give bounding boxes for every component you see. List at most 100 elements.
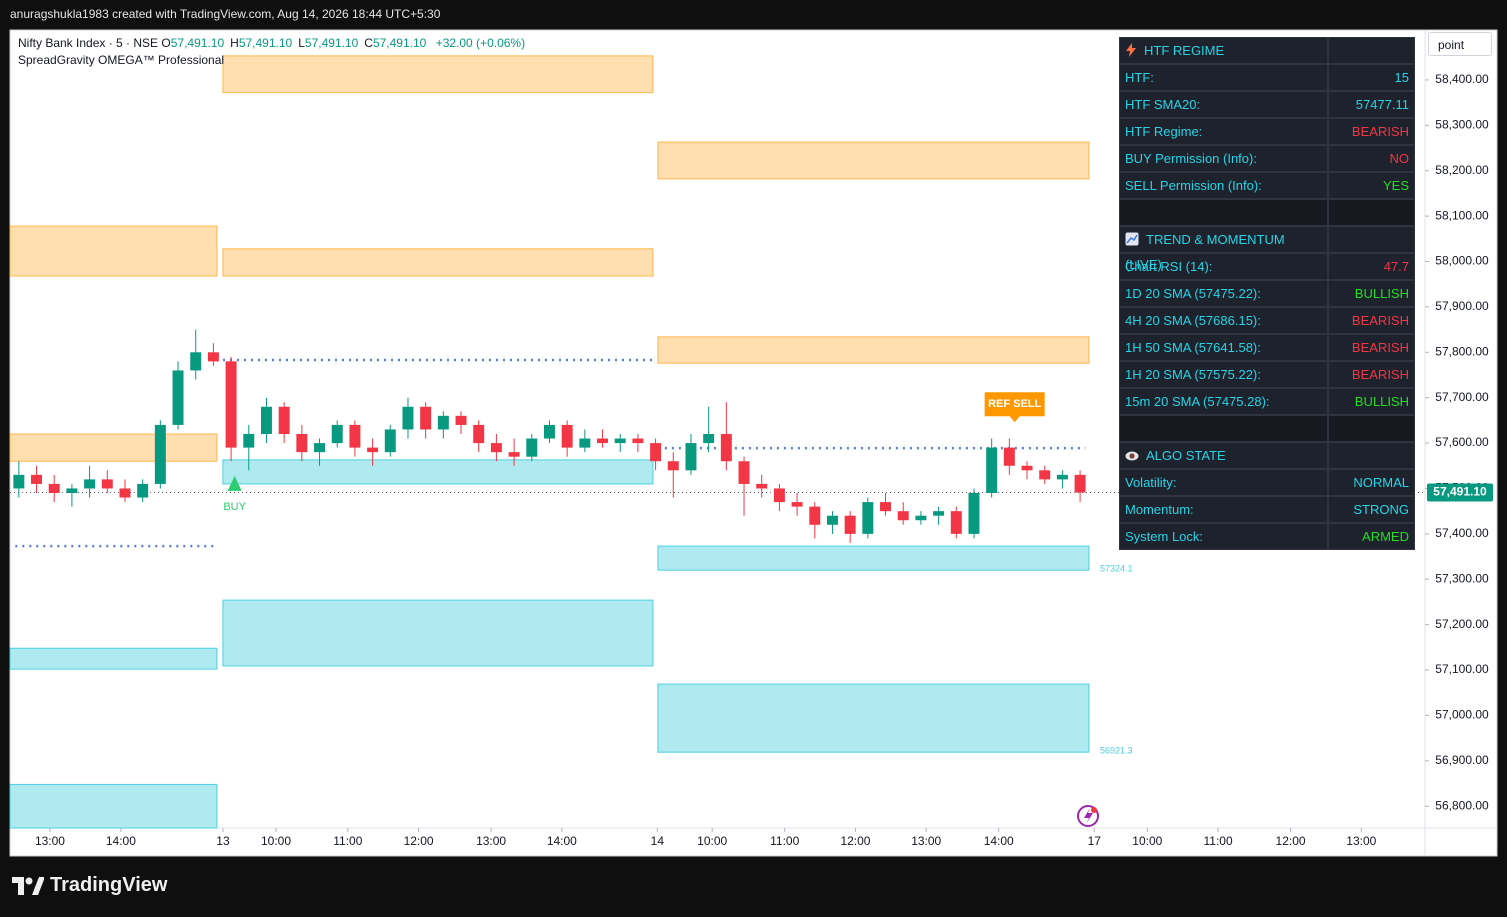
candle-body <box>48 483 60 494</box>
candle-body <box>225 361 237 448</box>
candle-body <box>314 443 326 453</box>
candle-body <box>278 406 290 434</box>
zone <box>9 433 218 462</box>
table-row: BUY Permission (Info): NO <box>1119 145 1415 172</box>
symbol: Nifty Bank Index · 5 · NSE <box>18 36 159 50</box>
ohlc-value: 57,491.10 <box>238 36 293 50</box>
logo-icon <box>12 876 44 895</box>
candle-body <box>897 511 909 521</box>
x-tick-label: 10:00 <box>697 834 727 848</box>
table-section-header: HTF REGIME <box>1119 37 1415 64</box>
candle-body <box>473 424 485 444</box>
x-tick-label: 13:00 <box>911 834 941 848</box>
candle-body <box>968 493 980 534</box>
candle-body <box>1003 447 1015 466</box>
candle-body <box>1056 474 1068 480</box>
cell <box>1328 226 1415 253</box>
zone <box>222 248 654 277</box>
row-label: 1H 50 SMA (57641.58): <box>1119 334 1328 361</box>
cell <box>1328 415 1415 442</box>
candle-body <box>579 438 591 448</box>
candle-body <box>243 433 255 448</box>
candle-body <box>137 483 149 498</box>
candle-body <box>915 515 927 521</box>
x-tick-label: 14:00 <box>984 834 1014 848</box>
x-tick-label: 11:00 <box>333 834 362 848</box>
table-section-header: ALGO STATE <box>1119 442 1415 469</box>
x-tick-label: 14 <box>651 834 665 848</box>
candle-body <box>172 370 184 425</box>
candle-body <box>614 438 626 444</box>
row-value: STRONG <box>1328 496 1415 523</box>
table-row: HTF Regime: BEARISH <box>1119 118 1415 145</box>
y-tick-label: 57,900.00 <box>1435 299 1489 313</box>
candle-body <box>154 424 166 484</box>
info-table: HTF REGIME HTF: 15 HTF SMA20: 57477.11 HTF Re… <box>1119 37 1415 550</box>
candle-body <box>331 424 343 444</box>
indicator-name: SpreadGravity OMEGA™ Professional <box>18 53 225 67</box>
alert-icon <box>1077 805 1099 827</box>
x-tick-label: 10:00 <box>1132 834 1162 848</box>
attribution: anuragshukla1983 created with TradingVie… <box>10 7 441 21</box>
change: +32.00 (+0.06%) <box>435 36 526 50</box>
candle-body <box>720 433 732 462</box>
row-label: 1D 20 SMA (57475.22): <box>1119 280 1328 307</box>
row-label: 1H 20 SMA (57575.22): <box>1119 361 1328 388</box>
candle-body <box>809 506 821 525</box>
x-tick-label: 12:00 <box>840 834 870 848</box>
candle-body <box>844 515 856 534</box>
row-value: BULLISH <box>1328 388 1415 415</box>
candle-body <box>296 433 308 453</box>
zone <box>222 55 654 94</box>
candle-body <box>455 415 467 425</box>
ohlc-value: 57,491.10 <box>170 36 225 50</box>
section-title: ALGO STATE <box>1146 448 1226 463</box>
section-title: HTF REGIME <box>1144 43 1225 58</box>
zone <box>9 647 218 670</box>
candle-body <box>490 443 502 453</box>
signal-label: BUY <box>223 501 246 513</box>
row-value: NORMAL <box>1328 469 1415 496</box>
ohlc: O57,491.10 H57,491.10 L57,491.10 C57,491.10 <box>161 36 432 50</box>
x-tick-label: 13:00 <box>35 834 65 848</box>
price-scale-button[interactable]: point <box>1428 32 1492 56</box>
x-tick-label: 13 <box>216 834 230 848</box>
ohlc-label: H <box>230 36 239 50</box>
candle-body <box>1021 465 1033 471</box>
signal-marker <box>227 475 242 491</box>
table-spacer <box>1119 199 1415 226</box>
cell <box>1328 199 1415 226</box>
y-tick-label: 58,400.00 <box>1435 72 1489 86</box>
ohlc-label: C <box>364 36 373 50</box>
plot: 57324.1 56921.3 58,400.00 58,300.00 58,200.0… <box>9 55 1493 848</box>
candle-body <box>260 406 272 434</box>
table-row: 1D 20 SMA (57475.22): BULLISH <box>1119 280 1415 307</box>
table-row: Volatility: NORMAL <box>1119 469 1415 496</box>
candle-body <box>950 511 962 534</box>
x-tick-label: 11:00 <box>1203 834 1232 848</box>
x-tick-label: 12:00 <box>1276 834 1306 848</box>
row-label: System Lock: <box>1119 523 1328 550</box>
zone <box>222 599 654 667</box>
section-title-cell: TREND & MOMENTUM (LIVE) <box>1119 226 1328 272</box>
ohlc-label: L <box>298 36 305 50</box>
x-tick-label: 13:00 <box>1346 834 1376 848</box>
table-row: Chart RSI (14): 47.7 <box>1119 253 1415 280</box>
row-value: BULLISH <box>1328 280 1415 307</box>
table-row: 15m 20 SMA (57475.28): BULLISH <box>1119 388 1415 415</box>
candle-body <box>402 406 414 430</box>
y-tick-label: 58,200.00 <box>1435 163 1489 177</box>
table-row: 4H 20 SMA (57686.15): BEARISH <box>1119 307 1415 334</box>
candle-body <box>31 474 43 484</box>
section-title: TREND & MOMENTUM (LIVE) <box>1125 232 1285 272</box>
row-value: BEARISH <box>1328 118 1415 145</box>
row-label: Momentum: <box>1119 496 1328 523</box>
candle-body <box>632 438 644 444</box>
brand: TradingView <box>50 874 168 896</box>
y-tick-label: 58,300.00 <box>1435 117 1489 131</box>
candle-body <box>703 433 715 444</box>
zone <box>657 336 1090 364</box>
zone <box>657 545 1090 571</box>
cell <box>1119 199 1328 226</box>
